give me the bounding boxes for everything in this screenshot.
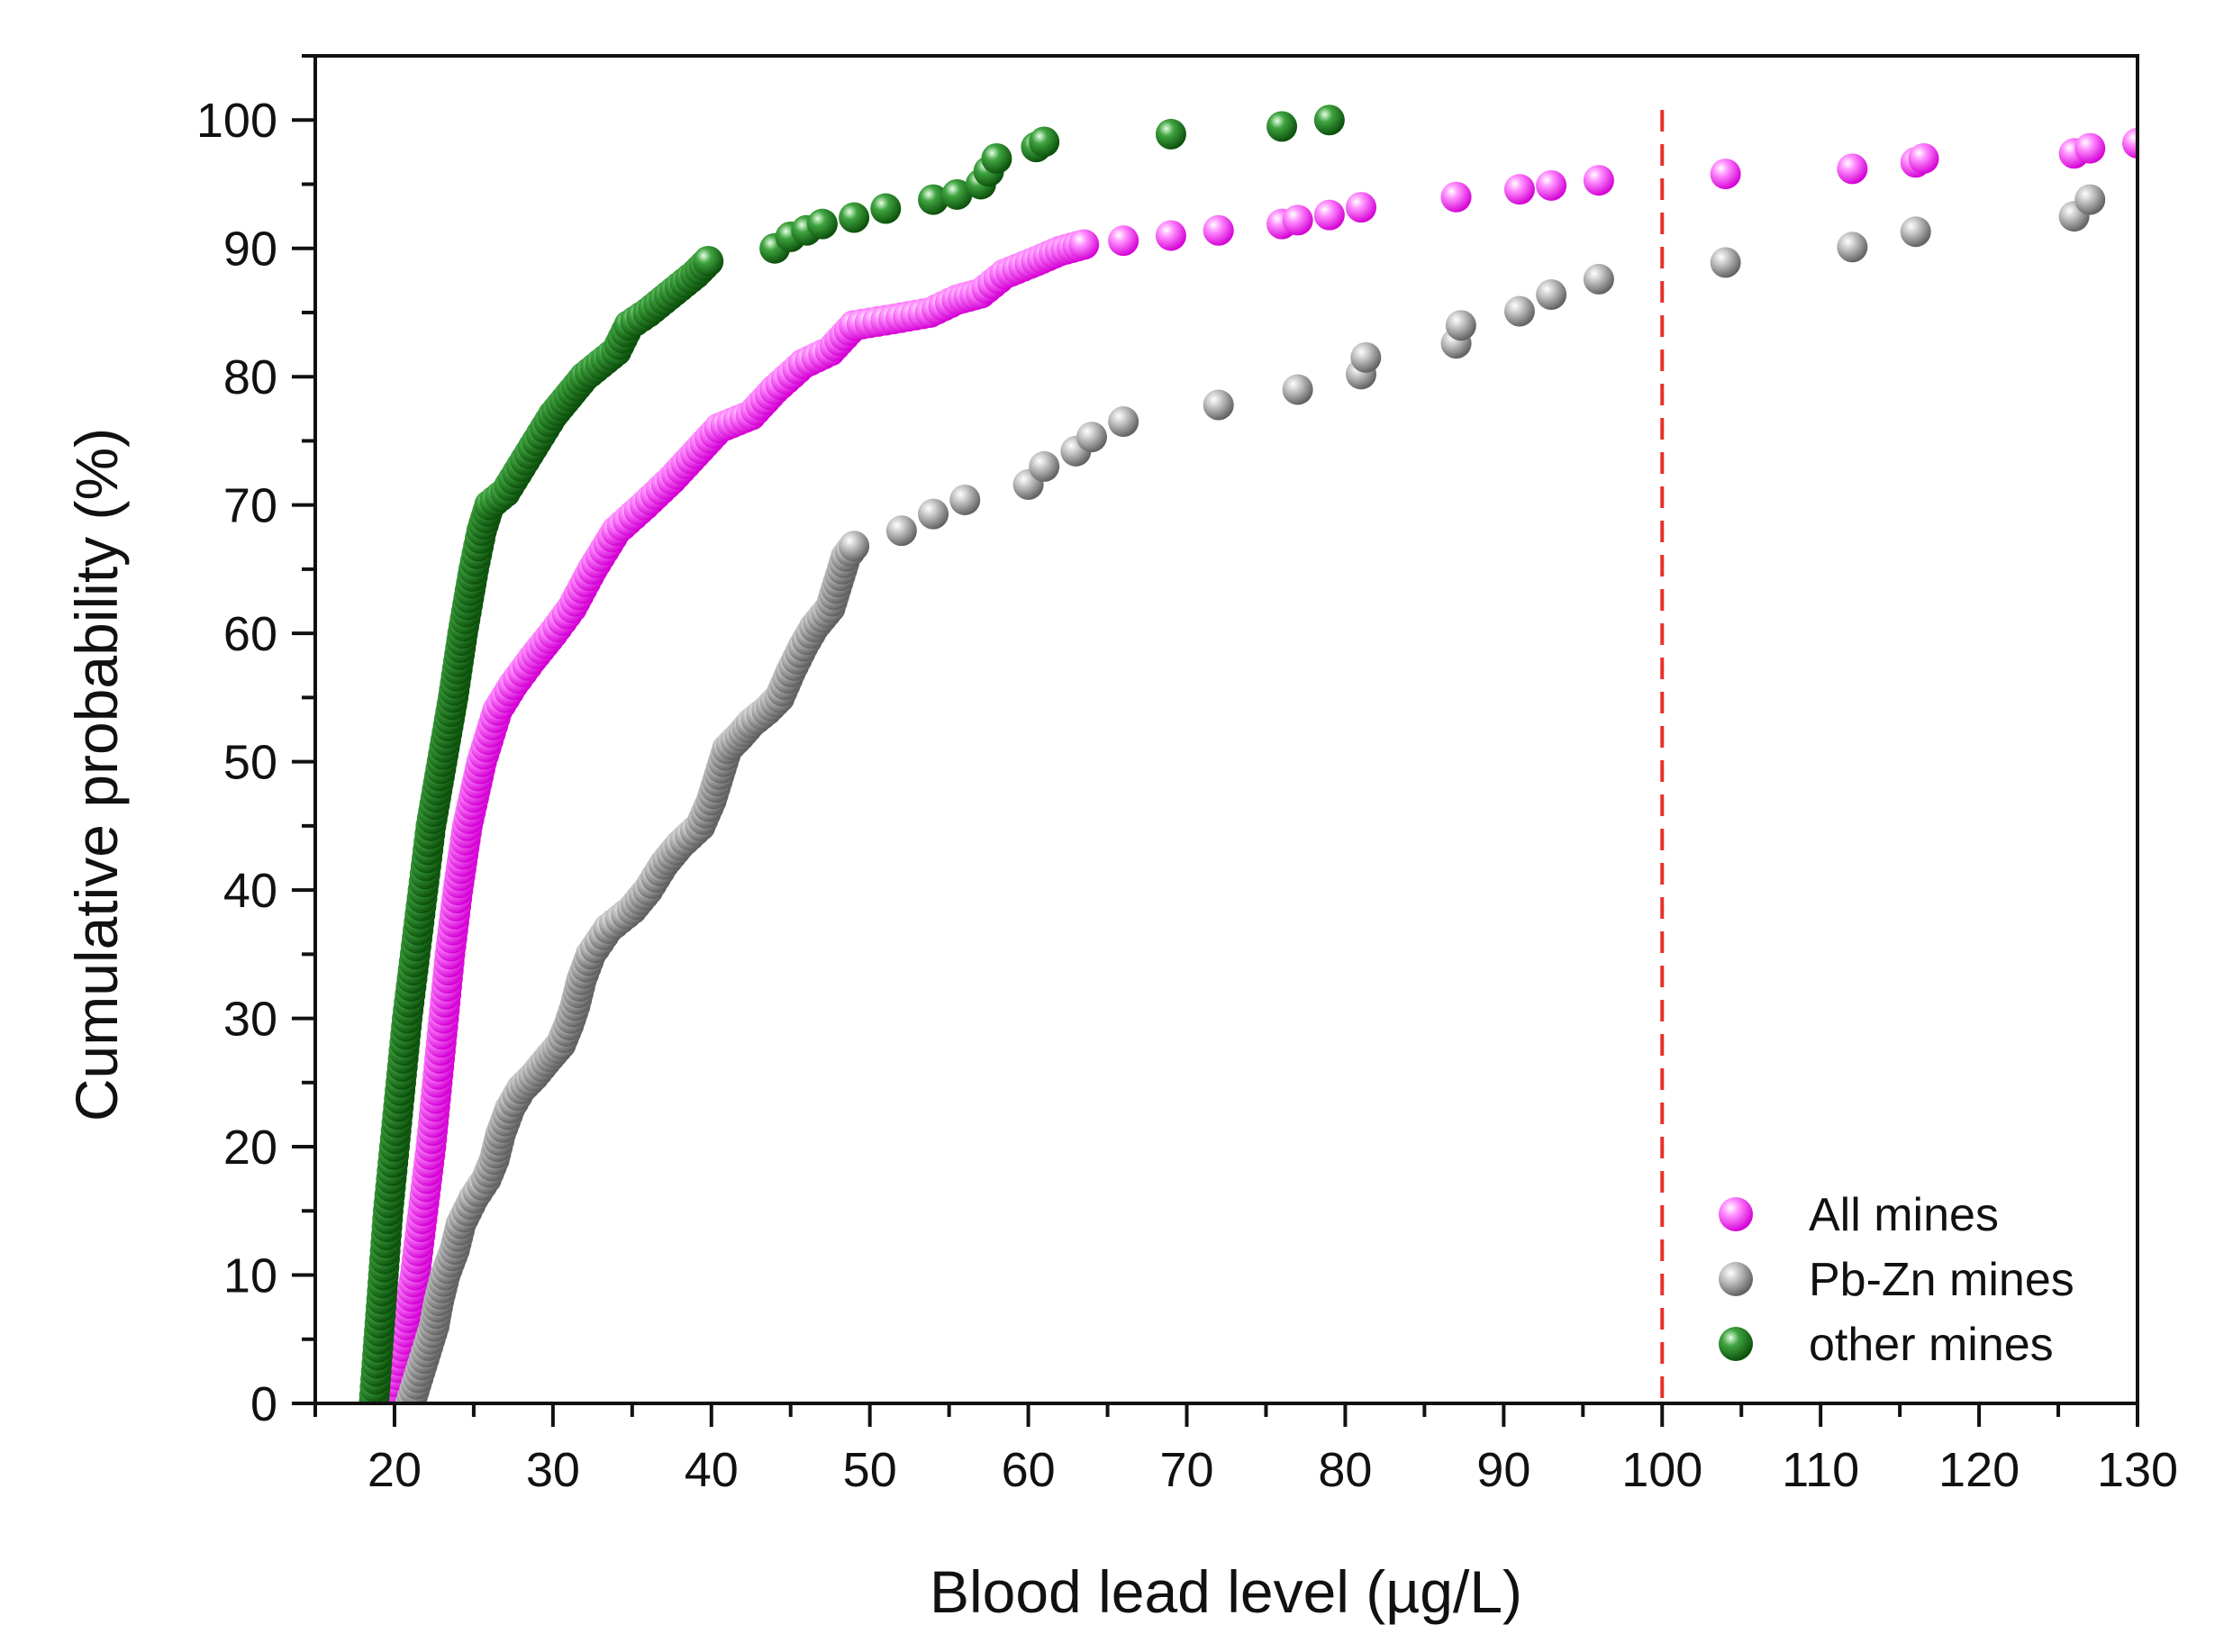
data-point bbox=[1440, 181, 1472, 213]
data-point bbox=[981, 142, 1012, 174]
y-axis-title: Cumulative probability (%) bbox=[63, 428, 130, 1121]
x-tick-label: 40 bbox=[685, 1443, 739, 1497]
x-tick-label: 120 bbox=[1938, 1443, 2020, 1497]
x-tick-label: 30 bbox=[526, 1443, 580, 1497]
plot-frame bbox=[313, 54, 2139, 1405]
legend-marker bbox=[1719, 1197, 1753, 1231]
y-tick-label: 20 bbox=[223, 1121, 277, 1175]
data-point bbox=[1350, 341, 1382, 373]
data-point bbox=[1029, 450, 1060, 482]
data-point bbox=[1900, 216, 1931, 248]
data-point bbox=[918, 498, 949, 530]
data-point bbox=[1068, 229, 1100, 260]
data-point bbox=[806, 208, 838, 240]
x-tick-label: 50 bbox=[843, 1443, 897, 1497]
data-point bbox=[839, 202, 870, 233]
legend-label: Pb-Zn mines bbox=[1809, 1254, 2074, 1306]
y-tick-label: 100 bbox=[196, 94, 277, 148]
data-point bbox=[1282, 204, 1313, 236]
data-point bbox=[1710, 159, 1741, 190]
legend-label: other mines bbox=[1809, 1319, 2054, 1371]
data-point bbox=[1583, 165, 1614, 196]
data-point bbox=[1155, 220, 1186, 251]
data-point bbox=[1503, 174, 1535, 205]
x-tick-label: 100 bbox=[1621, 1443, 1702, 1497]
data-point bbox=[1583, 263, 1614, 295]
data-point bbox=[949, 484, 981, 515]
y-tick-label: 10 bbox=[223, 1249, 277, 1303]
data-point bbox=[2074, 184, 2106, 215]
data-point bbox=[1837, 231, 1868, 263]
data-point bbox=[1346, 192, 1377, 223]
data-point bbox=[1837, 153, 1868, 185]
y-tick-label: 70 bbox=[223, 479, 277, 533]
data-point bbox=[2074, 132, 2106, 164]
data-point bbox=[1536, 169, 1567, 201]
data-points-layer bbox=[359, 104, 2139, 1405]
data-point bbox=[1203, 214, 1234, 246]
data-point bbox=[1445, 310, 1476, 341]
data-point bbox=[1282, 374, 1313, 405]
x-tick-label: 20 bbox=[368, 1443, 422, 1497]
x-tick-label: 130 bbox=[2097, 1443, 2178, 1497]
x-axis-title: Blood lead level (µg/L) bbox=[930, 1558, 1522, 1625]
data-point bbox=[1503, 295, 1535, 327]
data-point bbox=[1908, 142, 1939, 174]
data-point bbox=[1076, 422, 1107, 453]
data-point bbox=[870, 193, 902, 224]
data-point bbox=[1710, 247, 1741, 278]
y-tick-label: 90 bbox=[223, 222, 277, 277]
x-tick-label: 110 bbox=[1782, 1443, 1859, 1497]
y-tick-label: 0 bbox=[250, 1377, 277, 1431]
data-point bbox=[918, 184, 949, 215]
data-point bbox=[1313, 104, 1345, 136]
y-tick-label: 50 bbox=[223, 736, 277, 790]
data-point bbox=[2122, 127, 2139, 159]
legend-marker bbox=[1719, 1327, 1753, 1361]
data-point bbox=[1029, 126, 1060, 158]
legend: All mines Pb-Zn mines other mines bbox=[1719, 1189, 2074, 1371]
legend-label: All mines bbox=[1809, 1189, 1999, 1241]
x-tick-label: 90 bbox=[1476, 1443, 1530, 1497]
legend-marker bbox=[1719, 1262, 1753, 1296]
x-tick-label: 80 bbox=[1318, 1443, 1372, 1497]
x-tick-label: 60 bbox=[1002, 1443, 1056, 1497]
data-point bbox=[1108, 225, 1139, 257]
data-point bbox=[839, 531, 870, 562]
y-tick-label: 30 bbox=[223, 993, 277, 1047]
series-other-mines bbox=[359, 104, 1345, 1405]
data-point bbox=[1266, 111, 1298, 142]
data-point bbox=[1108, 406, 1139, 438]
x-tick-label: 70 bbox=[1159, 1443, 1213, 1497]
series-pb-zn-mines bbox=[395, 184, 2106, 1405]
data-point bbox=[1313, 199, 1345, 231]
data-point bbox=[693, 245, 724, 277]
data-point bbox=[1155, 118, 1186, 150]
y-tick-label: 60 bbox=[223, 607, 277, 661]
series-all-mines bbox=[376, 127, 2139, 1405]
data-point bbox=[1203, 389, 1234, 421]
y-tick-label: 80 bbox=[223, 350, 277, 404]
data-point bbox=[885, 515, 917, 547]
y-tick-label: 40 bbox=[223, 864, 277, 918]
data-point bbox=[941, 178, 973, 210]
data-point bbox=[1536, 279, 1567, 311]
y-axis-ticks: 0 10 20 30 40 50 60 70 80 90 100 bbox=[196, 54, 315, 1431]
x-axis-ticks: 20 30 40 50 60 70 80 90 100 110 120 130 bbox=[313, 1403, 2178, 1497]
